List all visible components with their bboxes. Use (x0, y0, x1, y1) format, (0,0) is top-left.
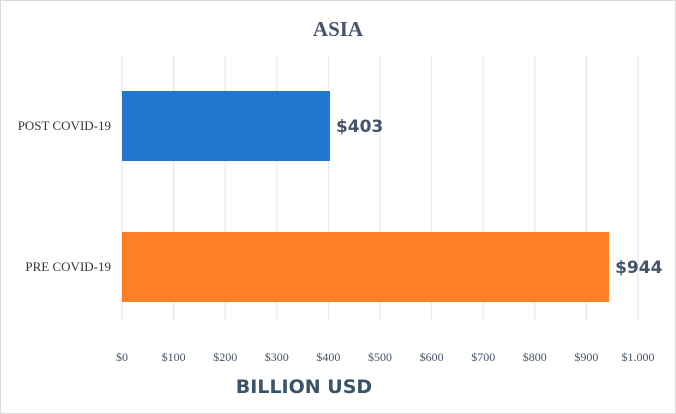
x-tick-label: $600 (420, 350, 444, 364)
x-axis-title: BILLION USD (236, 376, 372, 398)
x-tick-label: $800 (523, 350, 547, 364)
bars: $403 $944 (122, 91, 663, 302)
bar (122, 91, 330, 161)
data-label: $944 (615, 258, 662, 278)
bar (122, 232, 610, 302)
category-label: PRE COVID-19 (25, 259, 111, 274)
x-tick-label: $200 (213, 350, 237, 364)
x-tick-label: $500 (368, 350, 392, 364)
x-tick-label: $700 (471, 350, 495, 364)
category-label: POST COVID-19 (18, 118, 111, 133)
x-tick-label: $300 (265, 350, 289, 364)
x-tick-label: $900 (574, 350, 598, 364)
x-tick-label: $1.000 (622, 350, 655, 364)
data-label: $403 (336, 117, 383, 137)
x-tick-label: $100 (162, 350, 186, 364)
category-labels: POST COVID-19 PRE COVID-19 (18, 118, 111, 274)
x-axis-ticks: $0 $100 $200 $300 $400 $500 $600 $700 $800 $900 $1… (116, 350, 655, 364)
x-tick-label: $400 (316, 350, 340, 364)
x-tick-label: $0 (116, 350, 128, 364)
chart-title: ASIA (313, 17, 364, 41)
